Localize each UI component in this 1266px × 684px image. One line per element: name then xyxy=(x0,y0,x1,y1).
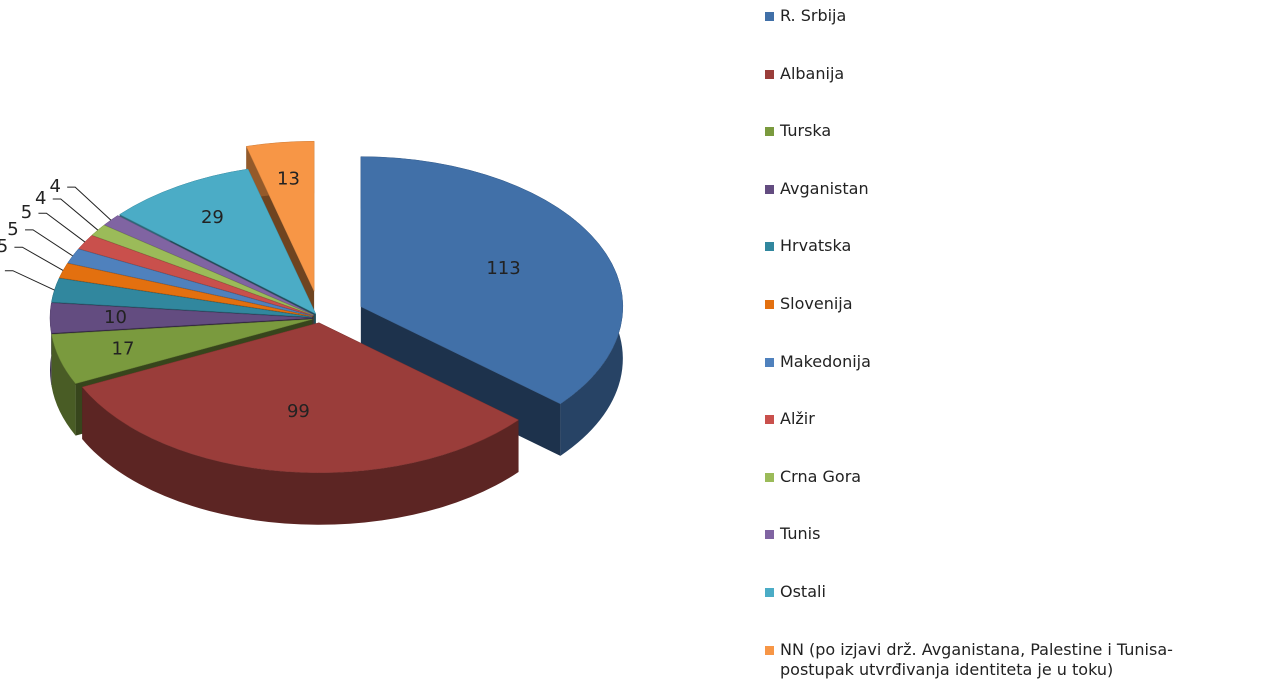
legend-label: Makedonija xyxy=(780,351,871,371)
legend-label: Albanija xyxy=(780,63,845,83)
slice-wall xyxy=(82,387,519,525)
legend-item: R. Srbija xyxy=(765,6,1220,26)
leader-line xyxy=(52,198,99,231)
data-label: 99 xyxy=(287,401,310,422)
legend-swatch xyxy=(765,645,774,655)
legend-item: Turska xyxy=(765,121,1220,141)
legend-swatch xyxy=(765,127,774,137)
data-label: 29 xyxy=(201,207,224,228)
legend-item: Tunis xyxy=(765,524,1220,544)
legend-label: Avganistan xyxy=(780,178,869,198)
legend-item: Alžir xyxy=(765,409,1220,429)
leader-line xyxy=(14,246,64,271)
slice xyxy=(81,322,520,525)
legend-item: Slovenija xyxy=(765,294,1220,314)
legend-swatch xyxy=(765,357,774,367)
chart: 1139917108555442913 xyxy=(0,140,624,525)
legend-label: NN (po izjavi drž. Avganistana, Palestin… xyxy=(780,639,1173,679)
legend-swatch xyxy=(765,588,774,597)
data-label: 13 xyxy=(277,169,300,190)
legend-item: Makedonija xyxy=(765,352,1220,372)
legend-item: Crna Gora xyxy=(765,467,1220,487)
legend-label: Tunis xyxy=(780,524,821,544)
data-label: 10 xyxy=(104,307,127,328)
data-label: 5 xyxy=(7,219,18,240)
legend-swatch xyxy=(765,530,774,540)
data-label: 17 xyxy=(112,338,135,359)
slice-top xyxy=(360,156,624,405)
leader-line xyxy=(4,270,55,291)
slice-top xyxy=(245,140,315,292)
legend-item: NN (po izjavi drž. Avganistana, Palestin… xyxy=(765,640,1220,680)
legend-swatch xyxy=(765,472,774,482)
slice-top xyxy=(119,168,317,315)
legend-swatch xyxy=(765,184,774,194)
data-label: 113 xyxy=(486,258,520,279)
data-label: 4 xyxy=(35,188,46,209)
legend-label: Crna Gora xyxy=(780,466,862,486)
data-label: 4 xyxy=(49,176,60,197)
legend-label: Ostali xyxy=(780,582,826,601)
legend-item: Ostali xyxy=(765,582,1220,602)
legend-label: Turska xyxy=(780,121,832,141)
legend-swatch xyxy=(765,69,774,79)
leader-line xyxy=(25,229,73,257)
legend-label: R. Srbija xyxy=(780,6,847,25)
legend-swatch xyxy=(765,415,774,425)
legend-swatch xyxy=(765,242,774,252)
legend-label: Alžir xyxy=(780,409,815,429)
legend-swatch xyxy=(765,300,774,309)
slice-top xyxy=(49,302,313,334)
leader-line xyxy=(38,212,86,243)
slice-top xyxy=(51,319,313,384)
legend-label: Slovenija xyxy=(780,294,853,313)
legend-item: Avganistan xyxy=(765,179,1220,199)
legend-item: Albanija xyxy=(765,64,1220,84)
data-label: 5 xyxy=(21,202,32,223)
legend-label: Hrvatska xyxy=(780,236,852,256)
data-label: 5 xyxy=(0,236,8,257)
legend-item: Hrvatska xyxy=(765,236,1220,256)
slice-top xyxy=(81,322,520,474)
leader-line xyxy=(67,186,112,221)
slice-wall xyxy=(51,334,76,436)
legend-swatch xyxy=(765,12,774,21)
